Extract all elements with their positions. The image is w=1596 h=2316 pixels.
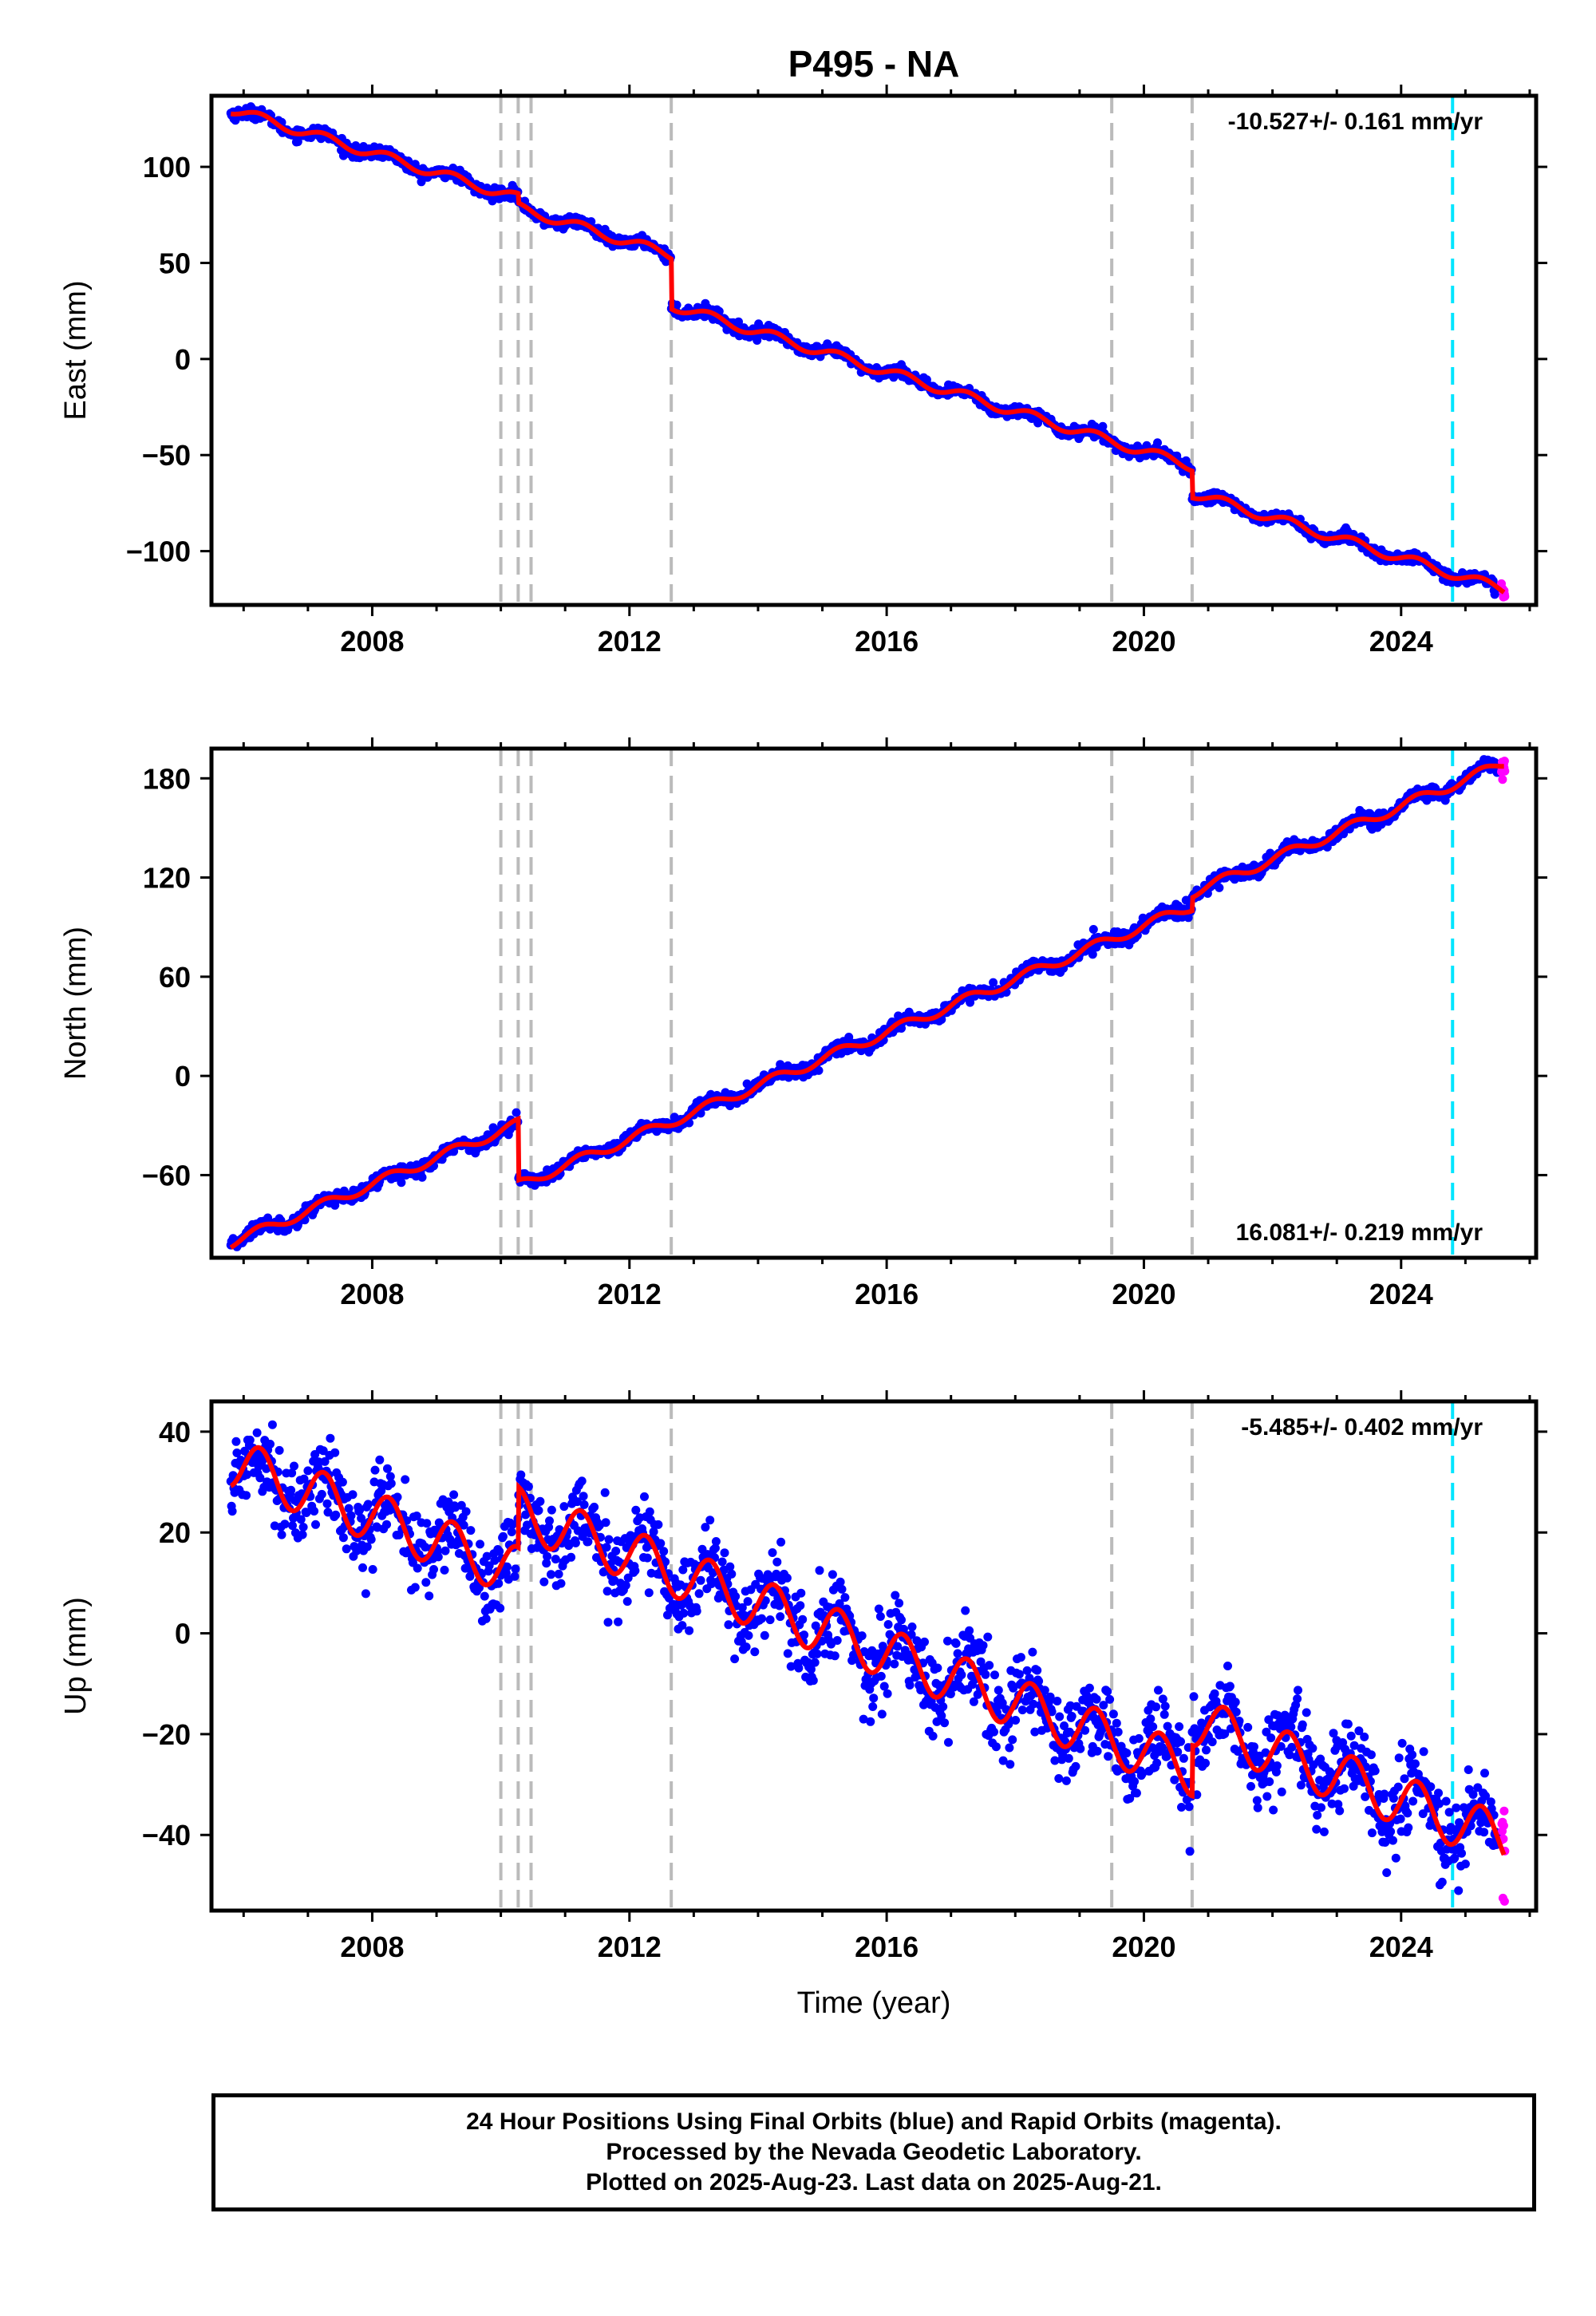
x-tick-label: 2012 xyxy=(598,625,662,658)
figure-title: P495 - NA xyxy=(788,43,960,85)
footer-line-dates: Plotted on 2025-Aug-23. Last data on 202… xyxy=(586,2169,1162,2195)
y-tick-label: 60 xyxy=(159,961,191,994)
final-orbit-point-set xyxy=(226,755,1502,1251)
x-tick-label: 2024 xyxy=(1369,1931,1433,1963)
rapid-orbit-point-set xyxy=(1497,757,1510,785)
y-tick-label: 40 xyxy=(159,1416,191,1448)
y-tick-label: 0 xyxy=(175,1618,191,1650)
footer-line-orbits: 24 Hour Positions Using Final Orbits (bl… xyxy=(466,2109,1282,2135)
panel-north: 180 120 60 0 −60 2008 2012 2016 2020 2024 North (m… xyxy=(59,737,1547,1310)
y-axis-label: East (mm) xyxy=(59,280,93,420)
y-tick-label: −40 xyxy=(142,1819,191,1852)
panel-east: 100 50 0 −50 −100 2008 2012 2016 2020 2024 East (m… xyxy=(59,85,1547,658)
panel-frame xyxy=(209,746,1539,1260)
rate-annotation: -10.527+/- 0.161 mm/yr xyxy=(1228,109,1483,135)
rate-annotation: -5.485+/- 0.402 mm/yr xyxy=(1241,1414,1483,1441)
y-tick-label: 0 xyxy=(175,1060,191,1093)
final-orbit-points xyxy=(226,1420,1502,1895)
model-fit-line xyxy=(230,109,1506,595)
event-lines xyxy=(499,1401,1194,1911)
model-fit-line xyxy=(230,1445,1507,1856)
x-tick-label: 2024 xyxy=(1369,625,1433,658)
x-tick-label: 2008 xyxy=(340,1278,404,1310)
y-tick-label: 180 xyxy=(143,762,191,795)
x-tick-label: 2024 xyxy=(1369,1278,1433,1310)
rapid-orbit-points xyxy=(1497,757,1510,785)
y-tick-label: 20 xyxy=(159,1516,191,1549)
y-tick-label: 100 xyxy=(143,151,191,184)
y-tick-label: −20 xyxy=(142,1718,191,1751)
x-tick-label: 2016 xyxy=(855,625,918,658)
x-tick-label: 2020 xyxy=(1112,1931,1175,1963)
x-tick-label: 2012 xyxy=(598,1931,662,1963)
x-tick-label: 2012 xyxy=(598,1278,662,1310)
panel-up: 40 20 0 −20 −40 2008 2012 2016 2020 2024 Up (mm) Ti… xyxy=(59,1390,1547,2020)
panel-frame xyxy=(209,93,1539,607)
y-axis-label: North (mm) xyxy=(59,927,93,1080)
y-axis-label: Up (mm) xyxy=(59,1597,93,1715)
final-orbit-points xyxy=(226,102,1502,599)
x-tick-label: 2020 xyxy=(1112,625,1175,658)
panels-group: 100 50 0 −50 −100 2008 2012 2016 2020 2024 East (m… xyxy=(59,85,1547,2020)
footer-info-box: 24 Hour Positions Using Final Orbits (bl… xyxy=(211,2093,1536,2211)
rate-annotation: 16.081+/- 0.219 mm/yr xyxy=(1236,1219,1483,1246)
x-tick-label: 2016 xyxy=(855,1931,918,1963)
event-lines xyxy=(499,96,1194,605)
footer-line-processor: Processed by the Nevada Geodetic Laborat… xyxy=(606,2139,1142,2165)
event-lines xyxy=(499,749,1194,1258)
y-tick-label: −100 xyxy=(126,536,191,568)
x-tick-label: 2020 xyxy=(1112,1278,1175,1310)
x-axis-label: Time (year) xyxy=(797,1986,951,2020)
x-tick-label: 2008 xyxy=(340,1931,404,1963)
rapid-orbit-points xyxy=(1497,1806,1510,1906)
final-orbit-point-set xyxy=(226,102,1502,599)
final-orbit-point-set xyxy=(226,1420,1502,1895)
y-tick-label: −60 xyxy=(142,1159,191,1192)
model-fit-line xyxy=(229,763,1504,1250)
y-tick-label: 120 xyxy=(143,862,191,895)
x-tick-label: 2008 xyxy=(340,625,404,658)
y-tick-label: −50 xyxy=(142,439,191,472)
y-tick-label: 0 xyxy=(175,343,191,376)
panel-frame xyxy=(209,1399,1539,1913)
x-tick-label: 2016 xyxy=(855,1278,918,1310)
y-tick-label: 50 xyxy=(159,247,191,279)
rapid-orbit-point-set xyxy=(1497,1806,1510,1906)
final-orbit-points xyxy=(226,755,1502,1251)
